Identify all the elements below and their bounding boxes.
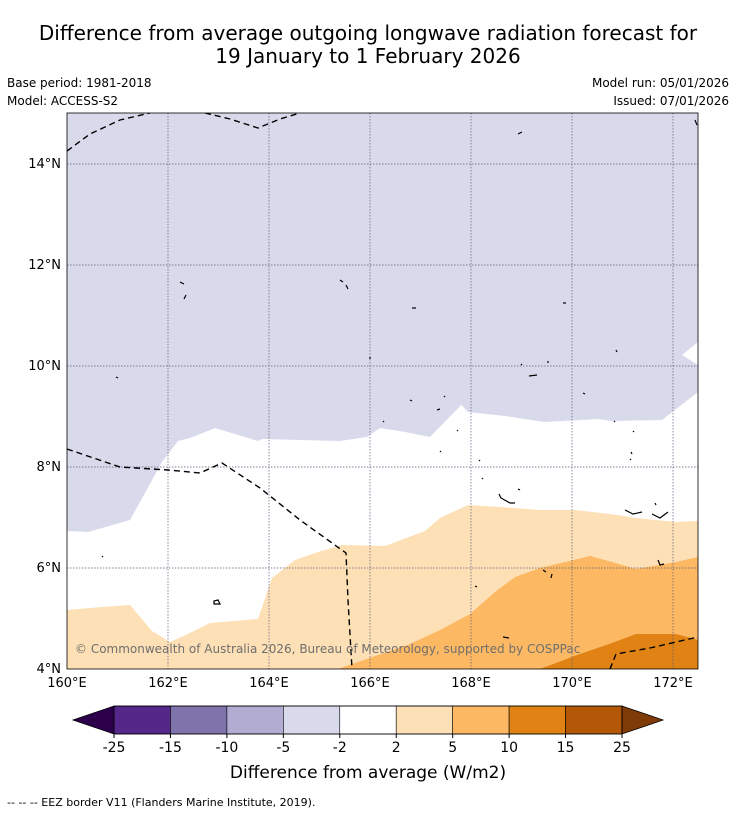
lon-label: 162°E xyxy=(148,676,188,691)
colorbar-extend-high xyxy=(621,705,665,735)
lat-label: 10°N xyxy=(28,359,61,374)
colorbar-tick-label: -5 xyxy=(276,740,290,756)
meta-right: Model run: 05/01/2026 Issued: 07/01/2026 xyxy=(592,76,729,109)
lat-axis: 4°N 6°N 8°N 10°N 12°N 14°N xyxy=(28,157,61,677)
colorbar-extend-low xyxy=(71,705,115,735)
colorbar-cell xyxy=(565,705,623,735)
model-name: Model: ACCESS-S2 xyxy=(7,94,119,108)
colorbar-tick-label: 25 xyxy=(613,740,631,756)
colorbar-title: Difference from average (W/m2) xyxy=(230,763,506,783)
colorbar-tick-label: 15 xyxy=(557,740,575,756)
model-run: Model run: 05/01/2026 xyxy=(591,76,729,90)
lon-label: 164°E xyxy=(249,676,289,691)
colorbar-tick-label: 10 xyxy=(500,740,518,756)
base-period: Base period: 1981-2018 xyxy=(7,76,152,90)
eez-borders xyxy=(67,113,698,669)
colorbar-cell xyxy=(452,705,510,735)
colorbar-cell xyxy=(339,705,397,735)
meta-left: Base period: 1981-2018 Model: ACCESS-S2 xyxy=(7,76,152,109)
colorbar-tick-label: -2 xyxy=(333,740,347,756)
lat-label: 12°N xyxy=(28,258,61,273)
band-minus-2-to-minus-5 xyxy=(67,113,698,532)
copyright-notice: © Commonwealth of Australia 2026, Bureau… xyxy=(75,642,580,656)
islands xyxy=(101,119,698,639)
band-10-to-15 xyxy=(540,634,698,669)
map-frame xyxy=(66,112,699,670)
lat-label: 14°N xyxy=(28,157,61,172)
colorbar-cell xyxy=(283,705,341,735)
colorbar-tick-label: -25 xyxy=(103,740,126,756)
colorbar-tick-label: -15 xyxy=(159,740,182,756)
colorbar-tick-label: 5 xyxy=(448,740,457,756)
lon-label: 160°E xyxy=(47,676,87,691)
colorbar-cell xyxy=(508,705,566,735)
colorbar-frame xyxy=(113,705,623,735)
map-title: Difference from average outgoing longwav… xyxy=(0,22,736,68)
lon-label: 166°E xyxy=(350,676,390,691)
lat-label: 8°N xyxy=(37,460,62,475)
lon-axis: 160°E 162°E 164°E 166°E 168°E 170°E 172°… xyxy=(47,676,693,691)
title-line-1: Difference from average outgoing longwav… xyxy=(38,21,698,45)
title-line-2: 19 January to 1 February 2026 xyxy=(215,44,521,68)
colorbar-tick-label: -10 xyxy=(215,740,238,756)
colorbar: -25 -15 -10 -5 -2 2 5 10 15 25 Difference from av… xyxy=(71,705,665,783)
band-5-to-10 xyxy=(338,556,698,669)
colorbar-tick-label: 2 xyxy=(392,740,401,756)
lat-label: 4°N xyxy=(37,662,62,677)
colorbar-cell xyxy=(395,705,453,735)
colorbar-cell xyxy=(170,705,228,735)
lat-label: 6°N xyxy=(37,561,62,576)
colorbar-cell xyxy=(226,705,284,735)
lon-label: 170°E xyxy=(552,676,592,691)
issued-date: Issued: 07/01/2026 xyxy=(613,94,729,108)
lon-label: 172°E xyxy=(653,676,693,691)
gridlines xyxy=(67,113,698,669)
map-area xyxy=(67,113,698,669)
colorbar-cell xyxy=(113,705,171,735)
eez-footnote: -- -- -- EEZ border V11 (Flanders Marine… xyxy=(7,796,316,809)
lon-label: 168°E xyxy=(451,676,491,691)
